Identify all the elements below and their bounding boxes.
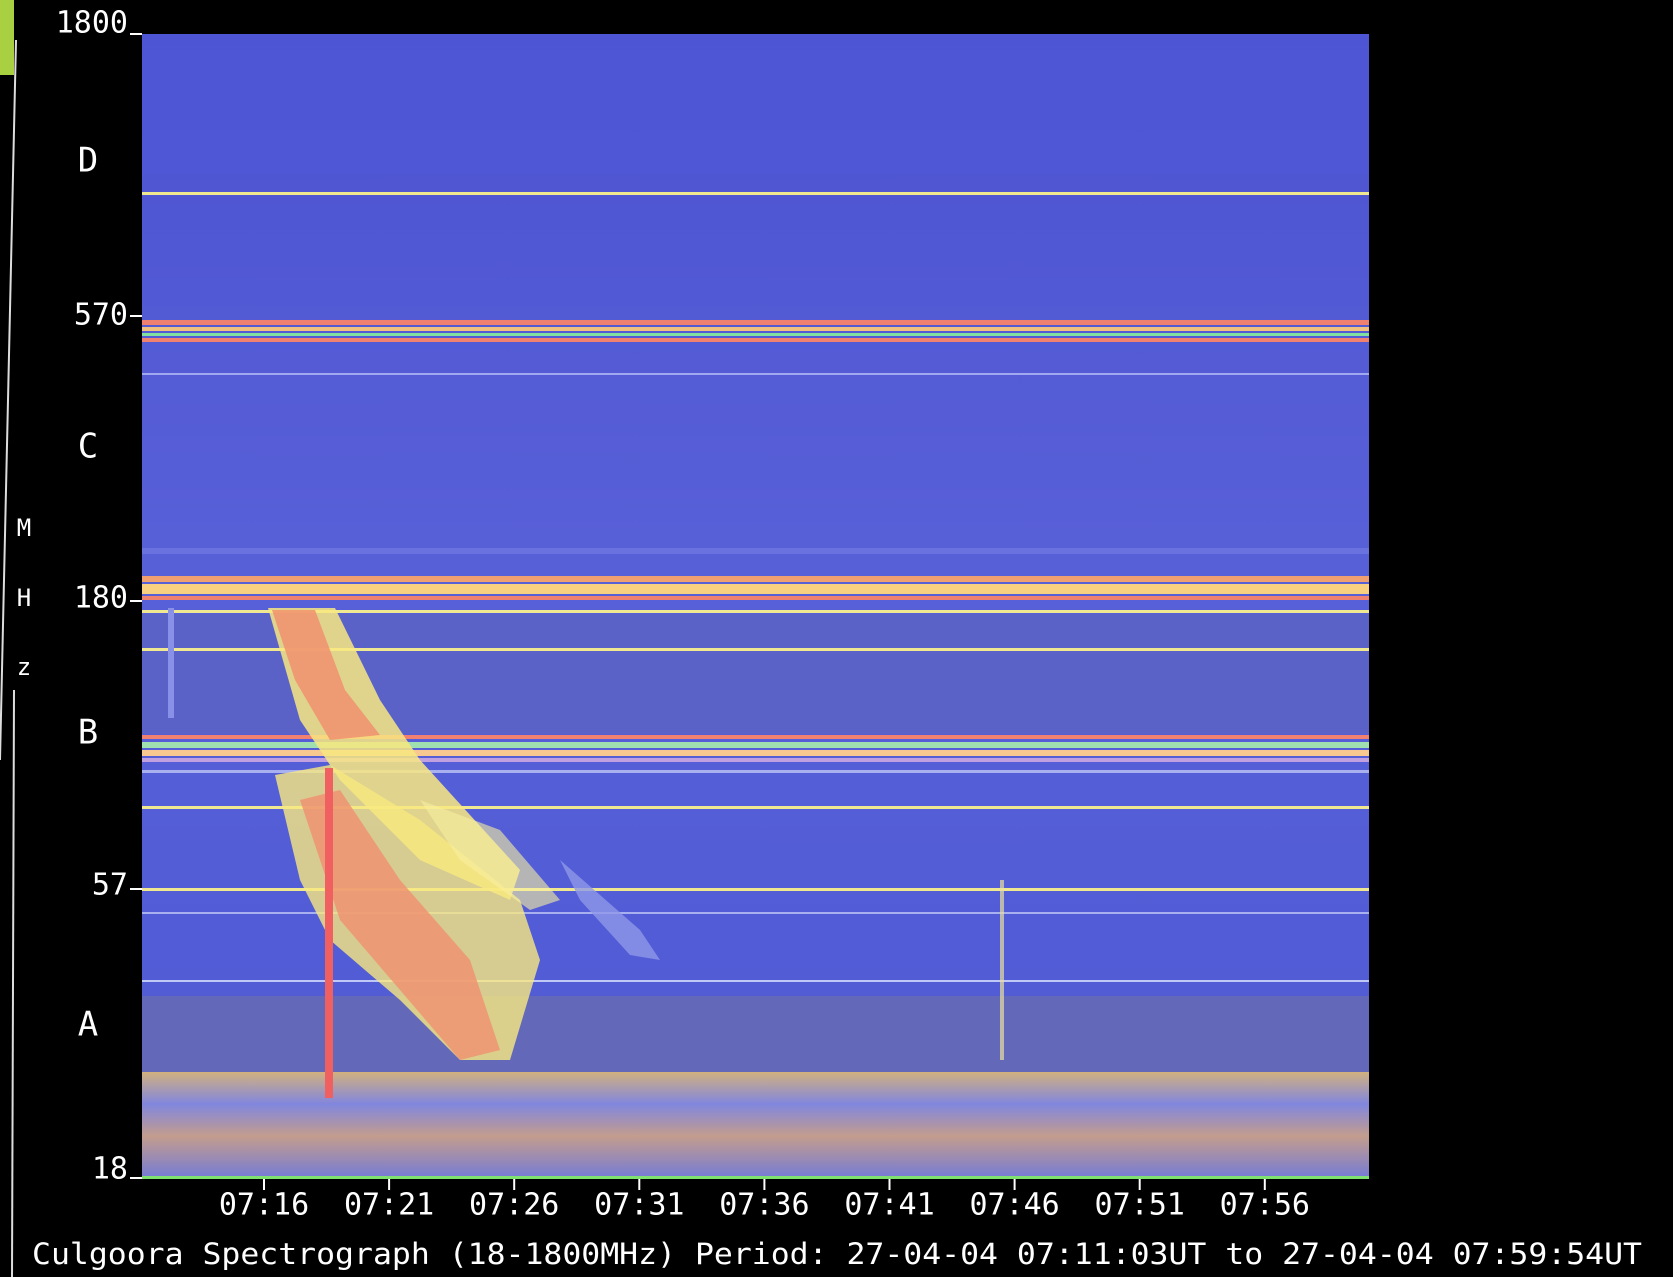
x-tick-label: 07:31 <box>594 1188 684 1223</box>
y-axis-label: H <box>17 584 31 612</box>
band-label: D <box>78 141 98 181</box>
band-label: A <box>78 1005 98 1045</box>
band-label: B <box>78 713 98 753</box>
decoration <box>0 40 16 760</box>
x-tick-label: 07:36 <box>719 1188 809 1223</box>
y-axis-label: z <box>17 653 31 681</box>
spectrogram <box>142 34 1369 1179</box>
y-tick-label: 18 <box>92 1152 128 1187</box>
x-tick-label: 07:21 <box>344 1188 434 1223</box>
x-tick-label: 07:46 <box>969 1188 1059 1223</box>
y-tick-label: 57 <box>92 868 128 903</box>
screen: Culgoora Spectrograph (18-1800MHz) Perio… <box>0 0 1673 1277</box>
band-label: C <box>78 427 98 467</box>
y-tick-label: 1800 <box>56 6 128 41</box>
x-tick-label: 07:41 <box>844 1188 934 1223</box>
x-tick-label: 07:26 <box>469 1188 559 1223</box>
y-tick-label: 180 <box>74 581 128 616</box>
y-tick-label: 570 <box>74 298 128 333</box>
decoration <box>0 0 14 75</box>
caption: Culgoora Spectrograph (18-1800MHz) Perio… <box>32 1237 1642 1271</box>
x-tick-label: 07:56 <box>1220 1188 1310 1223</box>
decoration <box>12 690 14 1277</box>
x-tick-label: 07:51 <box>1095 1188 1185 1223</box>
x-tick-label: 07:16 <box>219 1188 309 1223</box>
y-tick-marks <box>130 34 142 1178</box>
y-axis-label: M <box>17 514 31 542</box>
